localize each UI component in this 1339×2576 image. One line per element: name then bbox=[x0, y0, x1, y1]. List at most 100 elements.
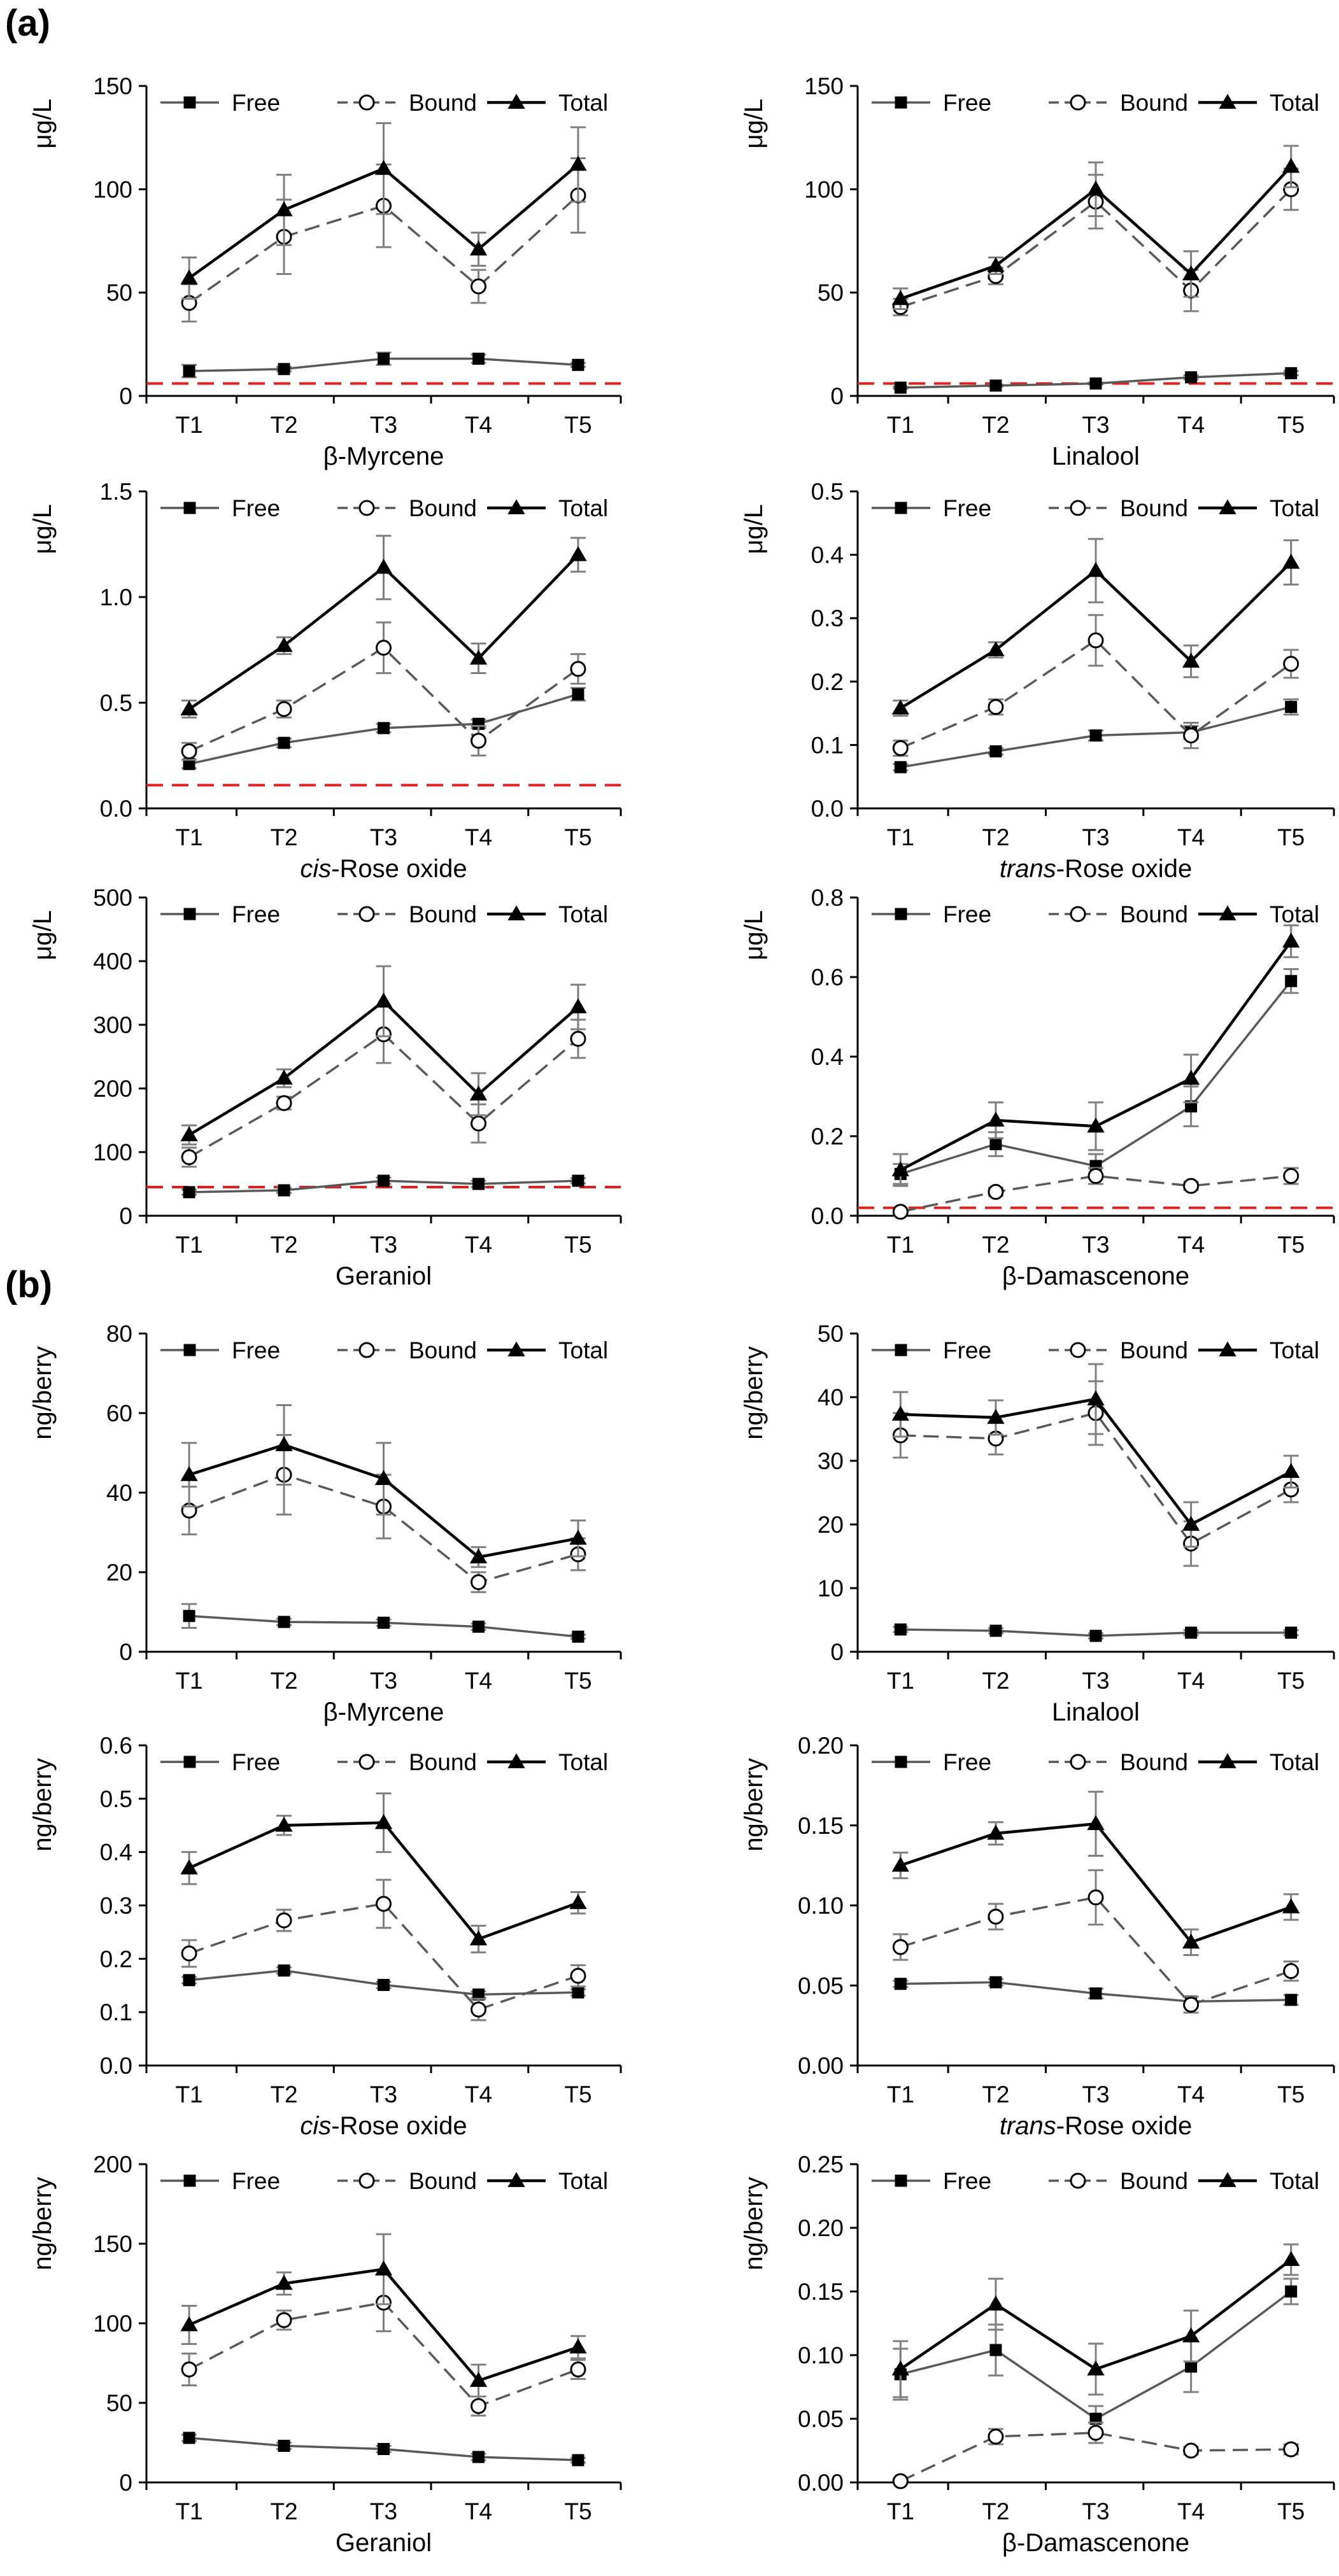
x-tick-label: T3 bbox=[370, 2498, 397, 2524]
data-point bbox=[1283, 656, 1300, 672]
y-tick-label: 30 bbox=[818, 1448, 844, 1474]
data-point bbox=[987, 1111, 1005, 1127]
data-point bbox=[892, 2473, 909, 2489]
legend: Free Bound Total bbox=[872, 495, 1319, 521]
legend-label-bound: Bound bbox=[409, 90, 477, 116]
data-point bbox=[183, 2432, 195, 2444]
data-point bbox=[1087, 1117, 1105, 1133]
legend-label-free: Free bbox=[232, 2168, 280, 2194]
series-bound bbox=[892, 2421, 1300, 2489]
data-point bbox=[894, 381, 907, 394]
legend-marker-free bbox=[183, 1344, 196, 1356]
series-bound bbox=[181, 621, 586, 761]
y-tick-label: 0.10 bbox=[798, 2342, 844, 2368]
x-tick-label: T5 bbox=[1277, 1232, 1305, 1258]
x-axis-title: trans-Rose oxide bbox=[1000, 855, 1192, 883]
data-point bbox=[1283, 1963, 1300, 1980]
data-point bbox=[894, 1978, 907, 1990]
legend-marker-bound bbox=[1070, 500, 1086, 516]
data-point bbox=[1183, 1996, 1200, 2013]
data-point bbox=[374, 1813, 393, 1829]
legend-label-bound: Bound bbox=[1120, 495, 1188, 521]
x-tick-label: T4 bbox=[1177, 2081, 1205, 2108]
x-tick-label: T1 bbox=[175, 1668, 202, 1694]
x-axis-title-italic: cis bbox=[300, 2112, 331, 2140]
data-point bbox=[1285, 701, 1298, 714]
x-axis-title: β-Damascenone bbox=[1002, 2529, 1189, 2557]
y-tick-label: 0.5 bbox=[811, 479, 844, 505]
data-point bbox=[1087, 632, 1104, 649]
legend-label-free: Free bbox=[232, 90, 280, 116]
data-point bbox=[180, 1466, 198, 1481]
data-point bbox=[1282, 933, 1300, 948]
x-axis-title-italic: cis bbox=[300, 855, 331, 883]
data-point bbox=[1185, 371, 1198, 384]
data-point bbox=[570, 661, 586, 677]
data-point bbox=[374, 2260, 393, 2276]
legend-label-total: Total bbox=[558, 1337, 608, 1363]
data-point bbox=[891, 699, 909, 715]
data-point bbox=[278, 1184, 290, 1197]
data-point bbox=[472, 1178, 485, 1190]
series-total bbox=[891, 144, 1300, 311]
y-tick-label: 0.0 bbox=[100, 796, 132, 822]
legend: Free Bound Total bbox=[160, 901, 608, 927]
series-line bbox=[188, 1903, 579, 2011]
y-tick-label: 100 bbox=[804, 176, 844, 202]
x-tick-label: T5 bbox=[564, 1668, 592, 1694]
x-tick-label: T5 bbox=[1277, 1668, 1305, 1694]
y-tick-label: 0.1 bbox=[100, 1999, 132, 2025]
y-tick-label: 300 bbox=[93, 1012, 132, 1038]
y-tick-label: 40 bbox=[106, 1480, 132, 1506]
legend-label-total: Total bbox=[558, 90, 608, 116]
series-total bbox=[180, 965, 587, 1146]
data-point bbox=[378, 2443, 390, 2455]
y-tick-label: 100 bbox=[93, 176, 132, 202]
series-line bbox=[900, 1896, 1292, 2006]
y-tick-label: 0.2 bbox=[100, 1946, 132, 1972]
series-line bbox=[900, 638, 1292, 749]
legend-marker-free bbox=[183, 908, 196, 920]
legend-marker-total bbox=[507, 1341, 525, 1356]
data-point bbox=[469, 649, 488, 665]
x-tick-label: T2 bbox=[270, 2498, 297, 2524]
y-tick-label: 150 bbox=[804, 73, 844, 99]
data-point bbox=[894, 1623, 907, 1636]
data-point bbox=[989, 379, 1002, 392]
data-point bbox=[989, 1138, 1002, 1150]
data-point bbox=[891, 2360, 909, 2375]
y-tick-label: 60 bbox=[106, 1400, 132, 1426]
y-tick-label: 1.0 bbox=[100, 584, 132, 610]
legend-marker-total bbox=[1219, 2172, 1236, 2187]
data-point bbox=[275, 1436, 293, 1451]
legend-marker-total bbox=[507, 94, 525, 109]
x-tick-label: T2 bbox=[982, 2081, 1009, 2108]
y-axis-title: ng/berry bbox=[740, 2177, 768, 2270]
data-point bbox=[471, 2001, 486, 2018]
x-tick-label: T5 bbox=[564, 2081, 592, 2108]
x-tick-label: T5 bbox=[564, 824, 592, 850]
data-point bbox=[1089, 1987, 1102, 2000]
x-tick-label: T3 bbox=[370, 1232, 397, 1258]
data-point bbox=[572, 2454, 584, 2467]
x-tick-label: T4 bbox=[1177, 412, 1205, 438]
data-point bbox=[1282, 1898, 1300, 1913]
legend-label-bound: Bound bbox=[409, 1337, 477, 1363]
data-point bbox=[1182, 265, 1200, 281]
x-axis-title: cis-Rose oxide bbox=[300, 2112, 467, 2140]
y-tick-label: 0.15 bbox=[798, 2279, 844, 2305]
data-point bbox=[892, 740, 909, 756]
x-tick-label: T1 bbox=[887, 1232, 914, 1258]
x-tick-label: T4 bbox=[465, 2081, 492, 2108]
legend-label-free: Free bbox=[943, 90, 991, 116]
legend-marker-free bbox=[183, 2174, 196, 2187]
x-tick-label: T1 bbox=[887, 824, 914, 850]
y-tick-label: 0.4 bbox=[811, 1044, 844, 1070]
y-tick-label: 0 bbox=[119, 383, 132, 409]
y-tick-label: 100 bbox=[93, 2311, 132, 2337]
data-point bbox=[376, 640, 392, 656]
y-tick-label: 400 bbox=[93, 948, 132, 975]
data-point bbox=[278, 1615, 290, 1628]
data-point bbox=[469, 1548, 488, 1564]
